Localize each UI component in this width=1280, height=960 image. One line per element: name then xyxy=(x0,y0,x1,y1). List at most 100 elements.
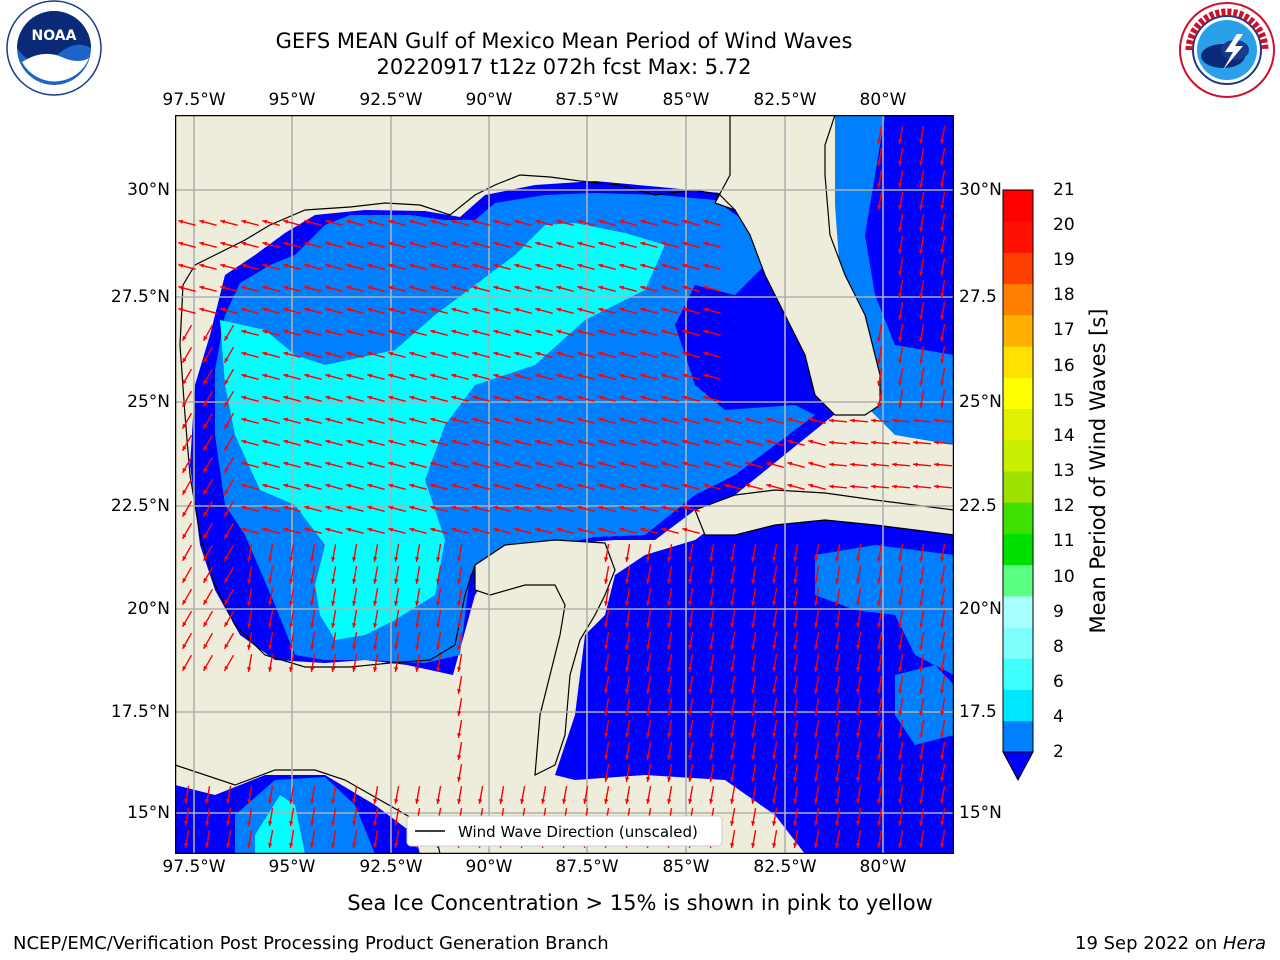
wind-wave-arrowhead xyxy=(556,439,562,444)
wind-wave-arrowhead xyxy=(556,285,562,290)
noaa-logo-icon: NOAA xyxy=(4,0,104,104)
wind-wave-arrowhead xyxy=(451,527,457,532)
wind-wave-arrowhead xyxy=(178,307,184,312)
wind-wave-arrowhead xyxy=(182,445,187,451)
wind-wave-arrowhead xyxy=(478,799,483,804)
lat-label-right: 17.5 xyxy=(959,702,997,722)
wind-wave-arrowhead xyxy=(856,645,861,650)
wind-wave-arrowhead xyxy=(493,395,499,400)
wind-wave-arrowhead xyxy=(289,843,294,848)
wind-wave-arrowhead xyxy=(346,263,352,268)
wind-wave-arrowhead xyxy=(940,777,945,782)
wind-wave-arrowhead xyxy=(625,557,630,562)
wind-wave-arrowhead xyxy=(556,483,562,488)
wind-wave-arrowhead xyxy=(430,527,436,532)
wind-wave-arrowhead xyxy=(373,645,378,650)
wind-wave-arrowhead xyxy=(898,271,903,276)
wind-wave-arrowhead xyxy=(598,241,604,246)
wind-wave-arrowhead xyxy=(709,689,714,694)
wind-wave-arrowhead xyxy=(224,379,229,385)
wind-wave-arrowhead xyxy=(751,843,756,848)
lon-label-bottom: 82.5°W xyxy=(753,857,817,877)
wind-wave-arrowhead xyxy=(604,755,609,760)
wind-wave-arrowhead xyxy=(325,241,331,246)
wind-wave-arrowhead xyxy=(451,373,457,378)
wind-wave-arrowhead xyxy=(898,689,903,694)
wind-wave-arrowhead xyxy=(856,557,861,562)
wind-wave-arrowhead xyxy=(940,689,945,694)
colorbar-segment xyxy=(1003,502,1033,534)
wind-wave-arrowhead xyxy=(640,219,646,224)
wind-wave-arrowhead xyxy=(430,439,436,444)
colorbar-segment xyxy=(1003,377,1033,410)
wind-wave-arrowhead xyxy=(892,462,897,467)
wind-wave-arrowhead xyxy=(346,373,352,378)
wind-wave-arrowhead xyxy=(283,439,289,444)
wind-wave-arrowhead xyxy=(310,557,315,562)
wind-wave-arrowhead xyxy=(394,843,399,848)
colorbar-tick: 2 xyxy=(1053,742,1064,762)
wind-wave-arrowhead xyxy=(310,799,315,804)
wind-wave-arrowhead xyxy=(577,505,583,510)
wind-wave-arrowhead xyxy=(310,645,315,650)
wind-wave-arrowhead xyxy=(388,527,394,532)
wind-wave-arrowhead xyxy=(182,379,187,385)
wind-wave-arrowhead xyxy=(619,439,625,444)
wind-wave-arrowhead xyxy=(224,489,229,495)
wind-wave-arrowhead xyxy=(730,777,735,782)
wind-wave-arrowhead xyxy=(203,665,208,671)
wind-wave-arrowhead xyxy=(472,241,478,246)
wind-wave-arrowhead xyxy=(598,351,604,356)
wind-wave-arrowhead xyxy=(940,161,945,166)
wind-wave-arrowhead xyxy=(793,601,798,606)
wind-wave-arrowhead xyxy=(394,821,399,826)
colorbar-tick: 14 xyxy=(1053,426,1075,446)
wind-wave-arrowhead xyxy=(457,755,462,760)
wind-wave-arrowhead xyxy=(919,337,924,342)
wind-wave-arrowhead xyxy=(430,241,436,246)
wind-wave-arrowhead xyxy=(604,733,609,738)
wind-wave-arrowhead xyxy=(514,219,520,224)
wind-wave-arrowhead xyxy=(415,667,420,672)
colorbar-tick: 9 xyxy=(1053,602,1064,622)
wind-wave-arrowhead xyxy=(856,799,861,804)
wind-wave-arrowhead xyxy=(892,440,897,445)
wind-wave-arrowhead xyxy=(940,403,945,408)
wind-wave-arrowhead xyxy=(220,285,226,290)
wind-wave-arrowhead xyxy=(661,527,667,532)
wind-wave-arrowhead xyxy=(877,843,882,848)
wind-wave-arrowhead xyxy=(182,511,187,517)
wind-wave-arrowhead xyxy=(556,395,562,400)
wind-wave-arrowhead xyxy=(373,821,378,826)
lat-label-left: 15°N xyxy=(127,803,170,823)
wind-wave-arrowhead xyxy=(709,777,714,782)
wind-wave-arrowhead xyxy=(262,505,268,510)
wind-wave-arrowhead xyxy=(268,623,273,628)
lat-label-right: 25°N xyxy=(959,392,1002,412)
lon-label-top: 95°W xyxy=(268,90,316,110)
wind-wave-arrowhead xyxy=(661,329,667,334)
wind-wave-arrowhead xyxy=(856,821,861,826)
wind-wave-arrowhead xyxy=(787,417,793,422)
wind-wave-arrowhead xyxy=(703,461,709,466)
wind-wave-arrowhead xyxy=(262,329,268,334)
wind-wave-arrowhead xyxy=(856,777,861,782)
wind-wave-arrowhead xyxy=(913,462,918,467)
wind-wave-arrowhead xyxy=(224,533,229,539)
wind-wave-arrowhead xyxy=(224,357,229,363)
wind-wave-arrowhead xyxy=(346,417,352,422)
wind-wave-arrowhead xyxy=(304,241,310,246)
wind-wave-arrowhead xyxy=(829,462,834,467)
wind-wave-arrowhead xyxy=(619,285,625,290)
wind-wave-arrowhead xyxy=(751,645,756,650)
wind-wave-arrowhead xyxy=(682,505,688,510)
wind-wave-arrowhead xyxy=(331,623,336,628)
wind-wave-arrowhead xyxy=(436,799,441,804)
wind-wave-arrowhead xyxy=(352,799,357,804)
wind-wave-arrowhead xyxy=(604,777,609,782)
wind-wave-arrowhead xyxy=(751,799,756,804)
wind-wave-arrowhead xyxy=(577,241,583,246)
wind-wave-arrowhead xyxy=(604,645,609,650)
wind-wave-arrowhead xyxy=(203,599,208,605)
wind-wave-arrowhead xyxy=(688,557,693,562)
